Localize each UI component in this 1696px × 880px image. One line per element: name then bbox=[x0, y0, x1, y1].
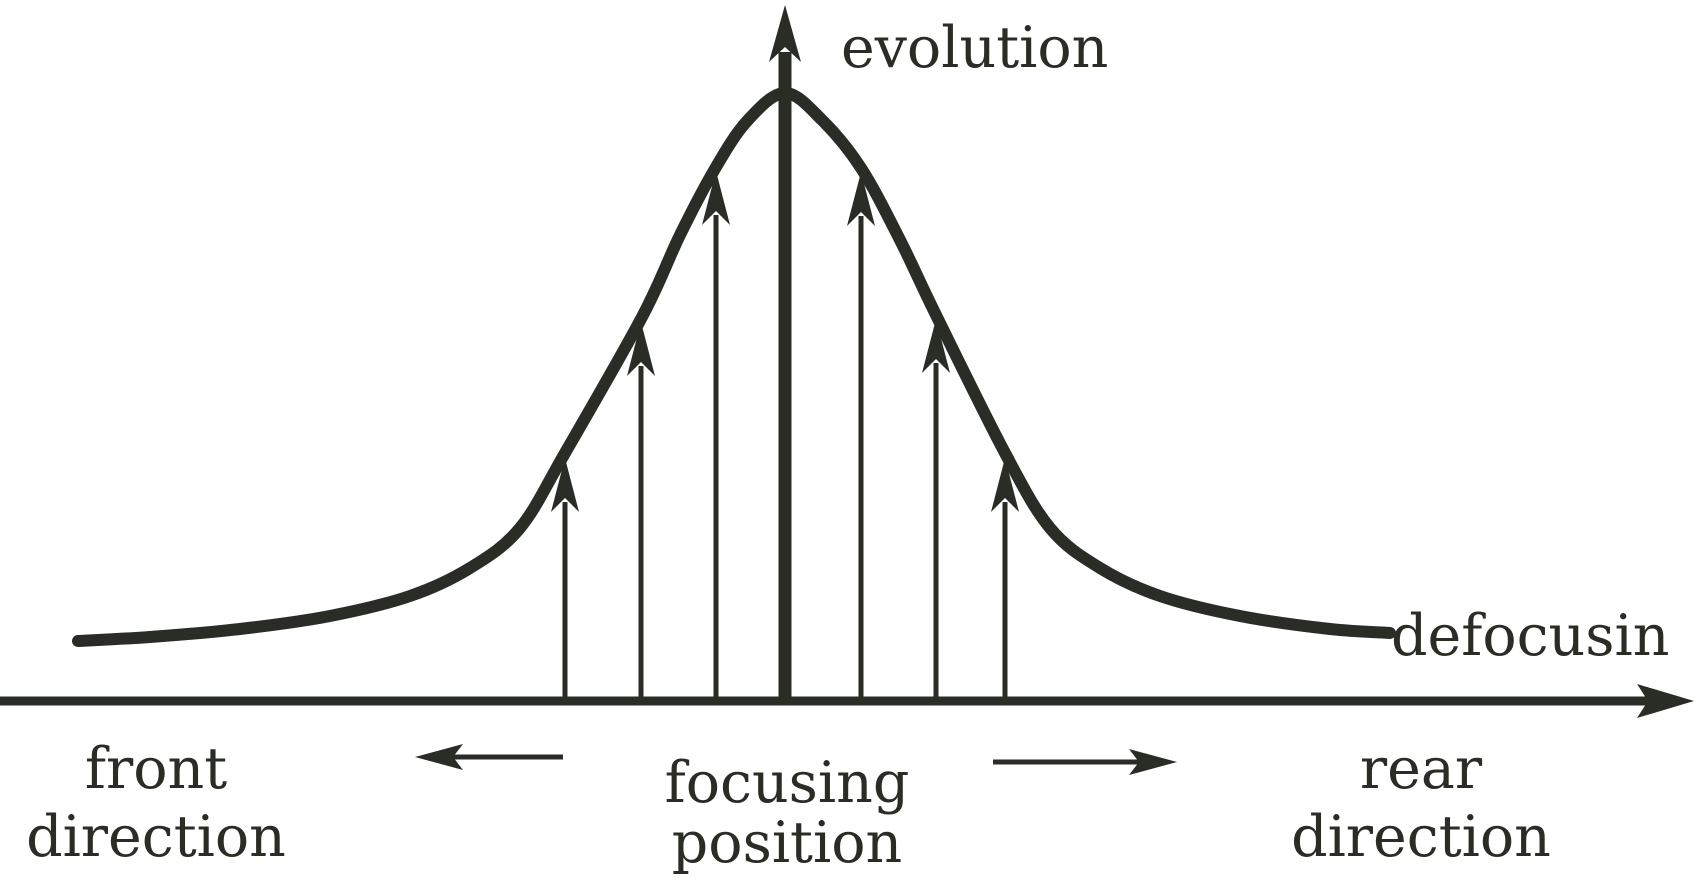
up-arrowhead-icon bbox=[991, 458, 1019, 512]
left-direction-arrow bbox=[415, 744, 563, 770]
horizontal-axis bbox=[0, 684, 1694, 718]
right-arrowhead-icon bbox=[1637, 684, 1694, 718]
up-arrowhead-icon bbox=[847, 172, 875, 226]
evolution-arrow bbox=[847, 172, 875, 703]
evolution-label: evolution bbox=[841, 15, 1108, 81]
direction-arrows-layer bbox=[415, 744, 1177, 775]
vertical-axis bbox=[769, 5, 801, 702]
bell-curve-layer bbox=[72, 86, 1396, 647]
rear-direction-label-line1: rear bbox=[1360, 736, 1483, 802]
evolution-arrow bbox=[922, 319, 950, 703]
rear-direction-label-line2: direction bbox=[1291, 804, 1551, 870]
right-arrowhead-icon bbox=[1129, 749, 1177, 775]
up-arrowhead-icon bbox=[922, 319, 950, 373]
defocusing-label: defocusin bbox=[1391, 603, 1669, 669]
focusing-position-label-line1: focusing bbox=[665, 750, 910, 816]
up-arrowhead-icon bbox=[702, 171, 730, 225]
right-direction-arrow bbox=[993, 749, 1177, 775]
evolution-arrows-layer bbox=[551, 171, 1019, 703]
front-direction-label-line2: direction bbox=[26, 804, 286, 870]
evolution-arrow bbox=[702, 171, 730, 703]
up-arrowhead-icon bbox=[551, 458, 579, 512]
front-direction-label-line1: front bbox=[85, 736, 227, 802]
focusing-position-label-line2: position bbox=[672, 810, 902, 876]
up-arrowhead-icon bbox=[627, 322, 655, 376]
up-arrowhead-icon bbox=[769, 5, 801, 62]
evolution-arrow bbox=[627, 322, 655, 703]
bell-curve bbox=[72, 86, 1396, 647]
left-arrowhead-icon bbox=[415, 744, 463, 770]
evolution-arrow bbox=[991, 458, 1019, 703]
evolution-arrow bbox=[551, 458, 579, 703]
